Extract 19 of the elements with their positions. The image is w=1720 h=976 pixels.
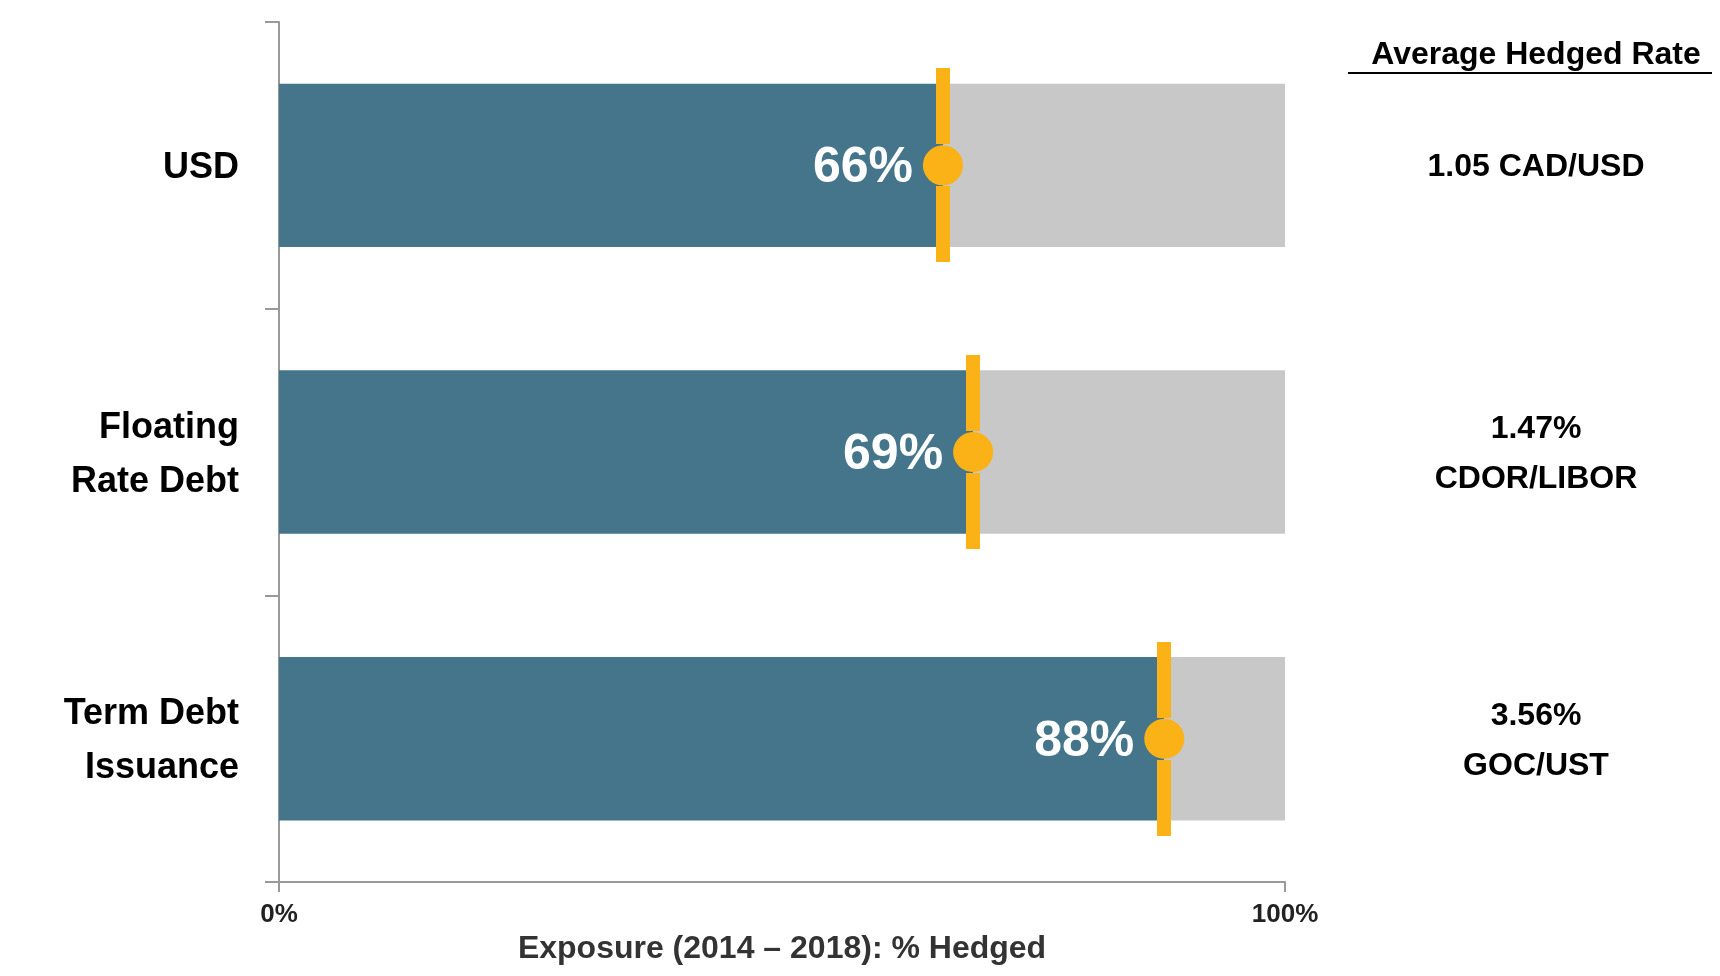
y-tick-label: USD	[162, 144, 239, 186]
data-label: 69%	[843, 424, 944, 481]
data-label: 66%	[812, 137, 913, 194]
x-tick-label: 100%	[1251, 898, 1319, 929]
text: 1.05 CAD/USD	[1427, 147, 1645, 184]
bar	[942, 83, 1285, 248]
text: 3.56% GOC/UST	[1463, 695, 1610, 782]
y-tick-label: Term Debt Issuance	[63, 691, 240, 787]
text: 1.47% CDOR/LIBOR	[1434, 409, 1638, 496]
bar	[1164, 657, 1285, 821]
x-tick-label: 0%	[260, 898, 298, 929]
x-axis-title: Exposure (2014 – 2018): % Hedged	[517, 929, 1047, 965]
bar	[973, 370, 1285, 534]
data-label: 88%	[1034, 710, 1135, 767]
bar	[279, 657, 1165, 821]
bar	[279, 83, 943, 248]
bar	[279, 370, 974, 534]
text: Average Hedged Rate	[1371, 35, 1701, 71]
y-tick-label: Floating Rate Debt	[70, 404, 240, 500]
